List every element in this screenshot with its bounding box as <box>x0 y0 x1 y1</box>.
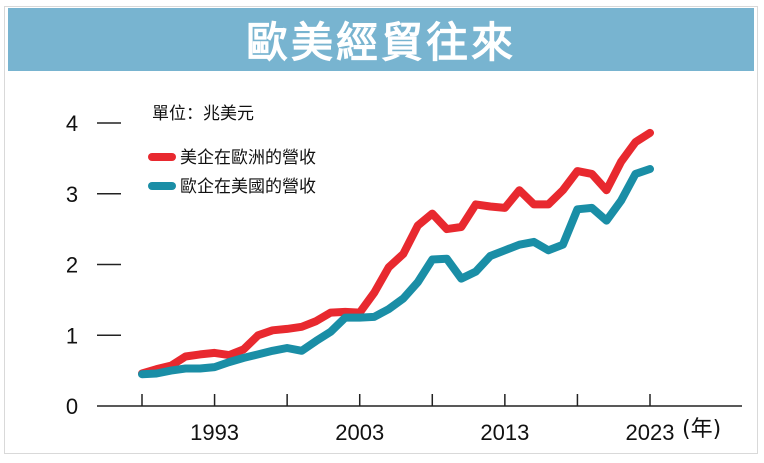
legend-label: 美企在歐洲的營收 <box>180 148 316 168</box>
y-tick-label: 2 <box>66 253 78 278</box>
x-unit-label: (年) <box>682 417 721 442</box>
y-tick-label: 3 <box>66 182 78 207</box>
series-group <box>138 128 654 379</box>
legend-label: 歐企在美國的營收 <box>180 177 316 197</box>
y-tick-label: 4 <box>66 111 78 136</box>
chart-frame <box>4 6 758 454</box>
y-tick-label: 1 <box>66 323 78 348</box>
x-tick-label: 1993 <box>190 420 239 445</box>
axes: 0 1 2 3 4 1993 2003 2013 2023 <box>66 111 742 445</box>
series-line-2 <box>138 165 654 379</box>
series-line-1 <box>138 128 654 378</box>
x-tick-label: 2023 <box>626 420 675 445</box>
title-banner: 歐美經貿往來 <box>8 8 754 71</box>
x-tick-label: 2013 <box>480 420 529 445</box>
x-tick-label: 2003 <box>335 420 384 445</box>
chart-title: 歐美經貿往來 <box>245 18 516 67</box>
unit-label: 單位：兆美元 <box>152 104 254 124</box>
y-tick-label: 0 <box>66 394 78 419</box>
